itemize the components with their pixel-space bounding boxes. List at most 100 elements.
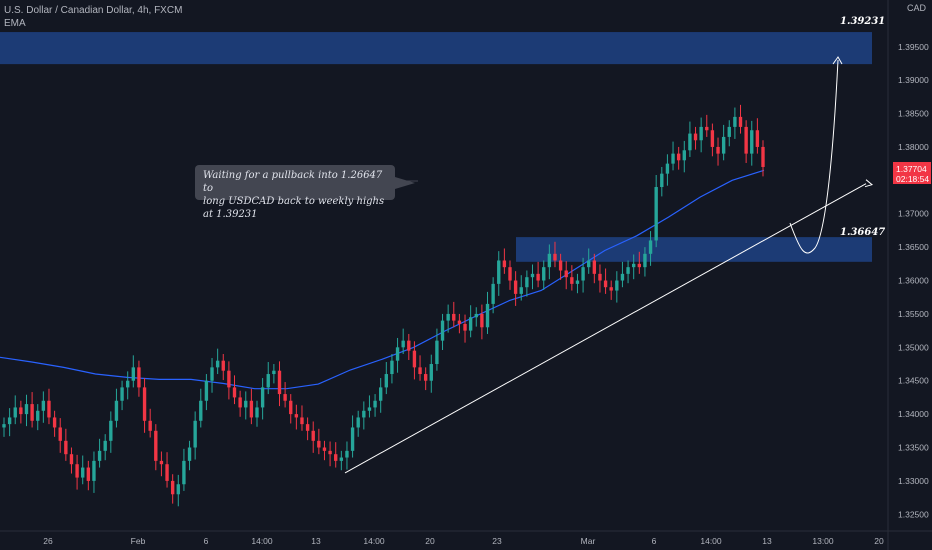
candle-body[interactable] [277, 370, 282, 395]
candle-body[interactable] [176, 484, 180, 495]
candle-body[interactable] [654, 187, 658, 241]
candle-body[interactable] [480, 313, 484, 328]
candle-body[interactable] [215, 360, 220, 368]
candle-body[interactable] [547, 253, 552, 268]
candle-body[interactable] [238, 397, 242, 408]
candle-body[interactable] [609, 287, 613, 291]
candle-body[interactable] [660, 173, 664, 188]
candle-body[interactable] [148, 420, 152, 431]
candle-body[interactable] [440, 320, 445, 341]
candle-body[interactable] [227, 370, 231, 388]
candle-body[interactable] [170, 480, 175, 495]
candle-body[interactable] [305, 424, 310, 431]
candle-body[interactable] [418, 367, 422, 375]
candle-body[interactable] [558, 260, 563, 271]
candle-body[interactable] [165, 464, 169, 481]
candle-body[interactable] [637, 263, 641, 268]
candle-body[interactable] [384, 374, 388, 388]
candle-body[interactable] [249, 400, 254, 418]
candle-body[interactable] [187, 447, 192, 461]
candle-body[interactable] [294, 414, 299, 418]
candle-body[interactable] [373, 400, 377, 408]
candle-body[interactable] [581, 267, 585, 281]
candle-body[interactable] [193, 420, 197, 448]
candle-body[interactable] [272, 370, 276, 375]
candle-body[interactable] [390, 360, 394, 375]
candle-body[interactable] [446, 313, 450, 321]
candle-body[interactable] [379, 387, 383, 401]
candle-body[interactable] [452, 313, 456, 321]
candle-body[interactable] [350, 427, 355, 451]
candle-body[interactable] [705, 126, 709, 131]
candle-body[interactable] [58, 427, 62, 441]
lower-support-zone[interactable] [516, 237, 872, 262]
projection-path[interactable] [789, 59, 839, 254]
candle-body[interactable] [311, 430, 315, 441]
candle-body[interactable] [699, 126, 703, 141]
candle-body[interactable] [598, 273, 602, 281]
indicator-label[interactable]: EMA [4, 18, 26, 29]
candle-body[interactable] [47, 400, 51, 418]
candle-body[interactable] [210, 367, 214, 381]
annotation-callout[interactable]: Waiting for a pullback into 1.26647 to l… [195, 165, 415, 220]
candle-body[interactable] [485, 303, 490, 328]
candle-body[interactable] [648, 240, 653, 254]
candle-body[interactable] [81, 467, 85, 478]
candle-body[interactable] [671, 153, 675, 164]
candle-body[interactable] [232, 387, 237, 398]
candle-body[interactable] [665, 163, 670, 174]
candle-body[interactable] [2, 424, 6, 428]
candle-body[interactable] [24, 404, 29, 415]
candle-body[interactable] [142, 387, 147, 421]
candle-body[interactable] [103, 440, 107, 451]
candle-body[interactable] [114, 400, 119, 421]
candle-body[interactable] [542, 267, 546, 281]
candle-body[interactable] [407, 340, 411, 351]
candlestick-series[interactable] [2, 104, 765, 507]
candle-body[interactable] [204, 380, 209, 401]
candle-body[interactable] [626, 267, 630, 274]
candle-body[interactable] [362, 410, 366, 418]
candle-body[interactable] [86, 467, 91, 481]
candle-body[interactable] [328, 450, 332, 455]
candle-body[interactable] [693, 133, 698, 141]
candle-body[interactable] [491, 283, 495, 304]
candle-body[interactable] [513, 280, 518, 294]
candle-body[interactable] [154, 430, 158, 461]
candle-body[interactable] [463, 323, 467, 331]
candle-body[interactable] [30, 404, 34, 421]
candle-body[interactable] [620, 273, 625, 281]
candle-body[interactable] [69, 454, 74, 465]
candle-body[interactable] [317, 440, 321, 448]
candle-body[interactable] [52, 417, 57, 428]
candle-body[interactable] [289, 400, 293, 415]
candle-body[interactable] [109, 420, 113, 441]
candle-body[interactable] [36, 410, 40, 421]
candle-body[interactable] [474, 313, 478, 318]
candle-body[interactable] [334, 454, 338, 461]
symbol-title[interactable]: U.S. Dollar / Canadian Dollar, 4h, FXCM [4, 5, 183, 16]
candle-body[interactable] [733, 116, 737, 127]
candle-body[interactable] [367, 407, 372, 411]
candle-body[interactable] [266, 374, 270, 388]
candle-body[interactable] [615, 280, 619, 291]
candle-body[interactable] [502, 260, 507, 268]
candle-body[interactable] [592, 260, 597, 274]
candle-body[interactable] [126, 380, 130, 388]
candle-body[interactable] [356, 417, 360, 428]
candle-body[interactable] [553, 253, 557, 261]
candle-body[interactable] [300, 417, 304, 425]
candle-body[interactable] [339, 457, 344, 461]
candle-body[interactable] [536, 273, 540, 281]
candle-body[interactable] [530, 273, 535, 278]
candle-body[interactable] [738, 116, 743, 127]
candle-body[interactable] [468, 317, 473, 331]
candle-body[interactable] [587, 260, 591, 268]
candle-body[interactable] [435, 340, 439, 365]
candle-body[interactable] [755, 130, 760, 147]
candle-body[interactable] [721, 136, 726, 154]
candle-body[interactable] [423, 374, 428, 381]
candle-body[interactable] [283, 394, 287, 401]
candle-body[interactable] [676, 153, 681, 161]
candle-body[interactable] [710, 130, 715, 147]
